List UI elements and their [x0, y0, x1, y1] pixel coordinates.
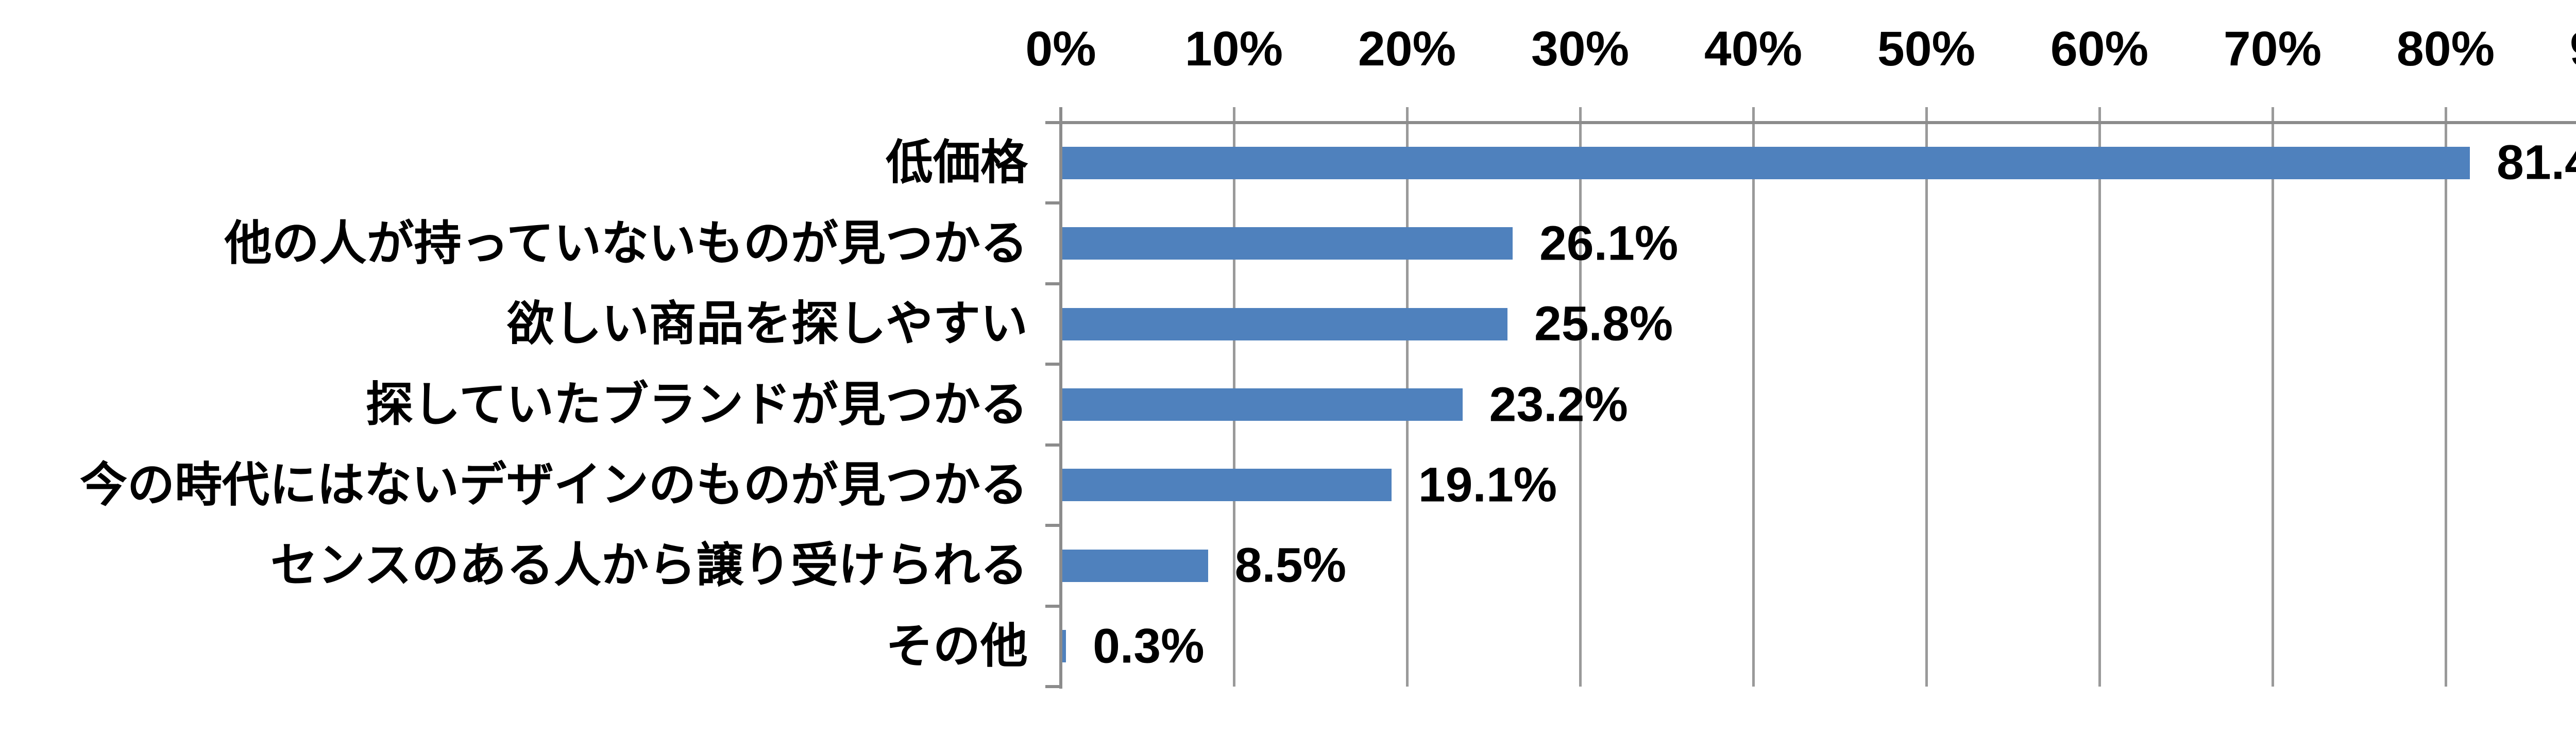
x-axis-tick-label: 80%	[2396, 22, 2495, 76]
y-axis-tick	[1045, 201, 1061, 205]
x-axis-tick-label: 40%	[1704, 22, 1803, 76]
gridline	[2098, 107, 2101, 687]
y-axis-line	[1059, 107, 1062, 689]
value-label: 8.5%	[1234, 538, 1347, 593]
gridline	[2444, 107, 2447, 687]
x-axis-tick-label: 50%	[1877, 22, 1976, 76]
x-axis-tick-label: 10%	[1184, 22, 1283, 76]
bar	[1062, 388, 1463, 421]
category-label: 低価格	[885, 136, 1028, 190]
x-axis-tick-label: 30%	[1531, 22, 1630, 76]
value-label: 25.8%	[1534, 296, 1673, 351]
category-label: 他の人が持っていないものが見つかる	[224, 217, 1028, 270]
gridline	[1579, 107, 1582, 687]
y-axis-tick	[1045, 121, 1061, 124]
value-label: 81.4%	[2497, 135, 2576, 190]
bar	[1062, 630, 1066, 663]
y-axis-tick	[1045, 604, 1061, 608]
category-label: その他	[885, 620, 1028, 673]
bar	[1062, 307, 1507, 340]
bar	[1062, 469, 1392, 502]
y-axis-tick	[1045, 685, 1061, 688]
y-axis-tick	[1045, 282, 1061, 285]
x-axis-tick-label: 0%	[1025, 22, 1096, 76]
category-label: 探していたブランドが見つかる	[365, 378, 1028, 431]
x-axis-tick-label: 60%	[2050, 22, 2149, 76]
value-label: 23.2%	[1489, 377, 1628, 432]
y-axis-tick	[1045, 443, 1061, 447]
y-axis-tick	[1045, 363, 1061, 366]
category-label: 今の時代にはないデザインのものが見つかる	[79, 458, 1028, 511]
gridline	[1752, 107, 1755, 687]
x-axis-tick-label: 90%	[2570, 25, 2576, 74]
x-axis-tick-label: 70%	[2223, 22, 2322, 76]
bar	[1062, 549, 1208, 582]
gridline	[2271, 107, 2274, 687]
x-axis-line	[1061, 121, 2576, 124]
category-label: センスのある人から譲り受けられる	[270, 539, 1028, 592]
gridline	[1925, 107, 1928, 687]
value-label: 26.1%	[1539, 216, 1679, 271]
bar	[1062, 146, 2470, 179]
bar	[1062, 227, 1513, 260]
x-axis-tick-label: 20%	[1358, 22, 1456, 76]
value-label: 0.3%	[1093, 619, 1205, 674]
y-axis-tick	[1045, 524, 1061, 527]
category-label: 欲しい商品を探しやすい	[506, 298, 1028, 351]
value-label: 19.1%	[1418, 457, 1557, 512]
